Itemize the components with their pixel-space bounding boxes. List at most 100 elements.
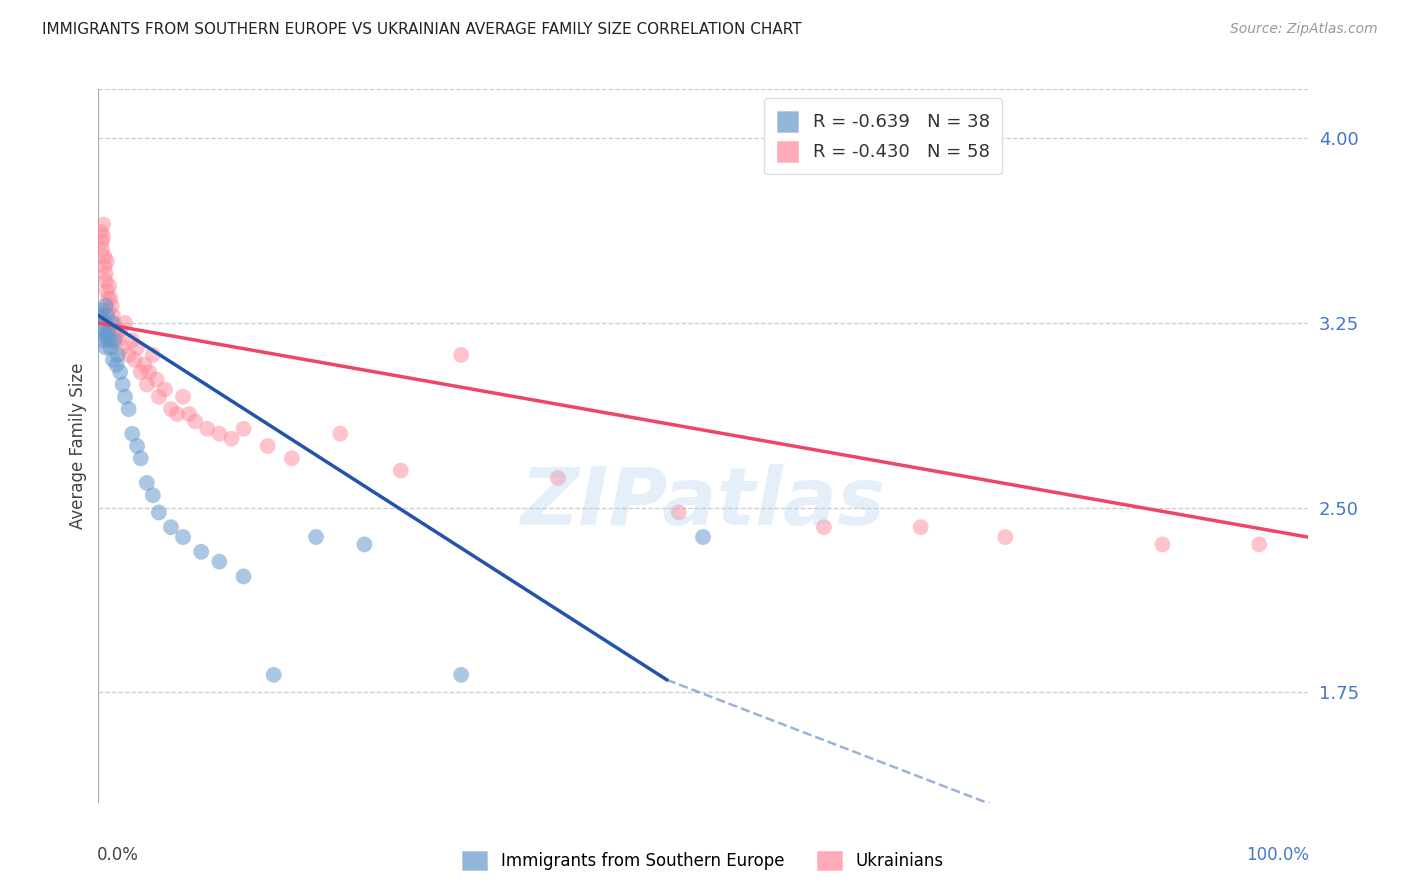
Point <box>91 230 114 244</box>
Point <box>100 299 122 313</box>
Point <box>184 414 207 428</box>
Point <box>142 348 165 362</box>
Point <box>91 303 114 318</box>
Point <box>129 451 152 466</box>
Point <box>90 225 112 239</box>
Point <box>145 373 167 387</box>
Point <box>160 520 183 534</box>
Point <box>96 328 118 343</box>
Point <box>91 235 114 249</box>
Text: 0.0%: 0.0% <box>97 846 139 863</box>
Point <box>135 377 157 392</box>
Y-axis label: Average Family Size: Average Family Size <box>69 363 87 529</box>
Point <box>118 402 141 417</box>
Point <box>93 316 115 330</box>
Point <box>153 383 176 397</box>
Point <box>101 309 124 323</box>
Point <box>104 323 127 337</box>
Point <box>105 328 128 343</box>
Point <box>166 407 188 421</box>
Point <box>129 365 152 379</box>
Point <box>172 530 194 544</box>
Point <box>100 291 122 305</box>
Point <box>94 341 117 355</box>
Point <box>98 333 121 347</box>
Point <box>93 260 115 274</box>
Point <box>281 451 304 466</box>
Point <box>111 341 134 355</box>
Point <box>138 365 160 379</box>
Point <box>118 348 141 362</box>
Point <box>108 323 131 337</box>
Point <box>142 488 165 502</box>
Point <box>93 328 115 343</box>
Point <box>148 390 170 404</box>
Point <box>98 279 121 293</box>
Point <box>263 668 285 682</box>
Point <box>97 291 120 305</box>
Point <box>353 537 375 551</box>
Point <box>100 316 122 330</box>
Point <box>111 377 134 392</box>
Point <box>97 323 120 337</box>
Point <box>329 426 352 441</box>
Point <box>994 530 1017 544</box>
Point <box>103 316 125 330</box>
Point <box>96 254 118 268</box>
Point <box>910 520 932 534</box>
Point <box>97 303 120 318</box>
Point <box>1152 537 1174 551</box>
Text: 100.0%: 100.0% <box>1246 846 1309 863</box>
Point <box>148 505 170 519</box>
Point <box>195 422 218 436</box>
Point <box>91 218 114 232</box>
Text: IMMIGRANTS FROM SOUTHERN EUROPE VS UKRAINIAN AVERAGE FAMILY SIZE CORRELATION CHA: IMMIGRANTS FROM SOUTHERN EUROPE VS UKRAI… <box>42 22 801 37</box>
Point <box>114 316 136 330</box>
Point <box>190 545 212 559</box>
Point <box>91 333 114 347</box>
Legend: Immigrants from Southern Europe, Ukrainians: Immigrants from Southern Europe, Ukraini… <box>456 844 950 877</box>
Point <box>208 426 231 441</box>
Point <box>221 432 243 446</box>
Point <box>108 365 131 379</box>
Point <box>94 274 117 288</box>
Point <box>450 348 472 362</box>
Point <box>89 309 111 323</box>
Point <box>107 333 129 347</box>
Point <box>91 323 114 337</box>
Point <box>232 569 254 583</box>
Text: Source: ZipAtlas.com: Source: ZipAtlas.com <box>1230 22 1378 37</box>
Point <box>100 341 122 355</box>
Point <box>160 402 183 417</box>
Point <box>103 333 125 347</box>
Point <box>127 439 149 453</box>
Point <box>127 341 149 355</box>
Point <box>94 299 117 313</box>
Text: ZIPatlas: ZIPatlas <box>520 464 886 542</box>
Point <box>179 407 201 421</box>
Point <box>124 352 146 367</box>
Point <box>547 471 569 485</box>
Point <box>96 309 118 323</box>
Point <box>172 390 194 404</box>
Point <box>93 250 115 264</box>
Point <box>256 439 278 453</box>
Point <box>105 358 128 372</box>
Point <box>90 309 112 323</box>
Point <box>121 333 143 347</box>
Point <box>91 242 114 256</box>
Point <box>1249 537 1271 551</box>
Point <box>114 390 136 404</box>
Point <box>134 358 156 372</box>
Point <box>208 555 231 569</box>
Point <box>232 422 254 436</box>
Point <box>668 505 690 519</box>
Point <box>107 348 129 362</box>
Point <box>101 352 124 367</box>
Point <box>305 530 328 544</box>
Point <box>813 520 835 534</box>
Point <box>135 475 157 490</box>
Point <box>96 284 118 298</box>
Point <box>450 668 472 682</box>
Point <box>389 464 412 478</box>
